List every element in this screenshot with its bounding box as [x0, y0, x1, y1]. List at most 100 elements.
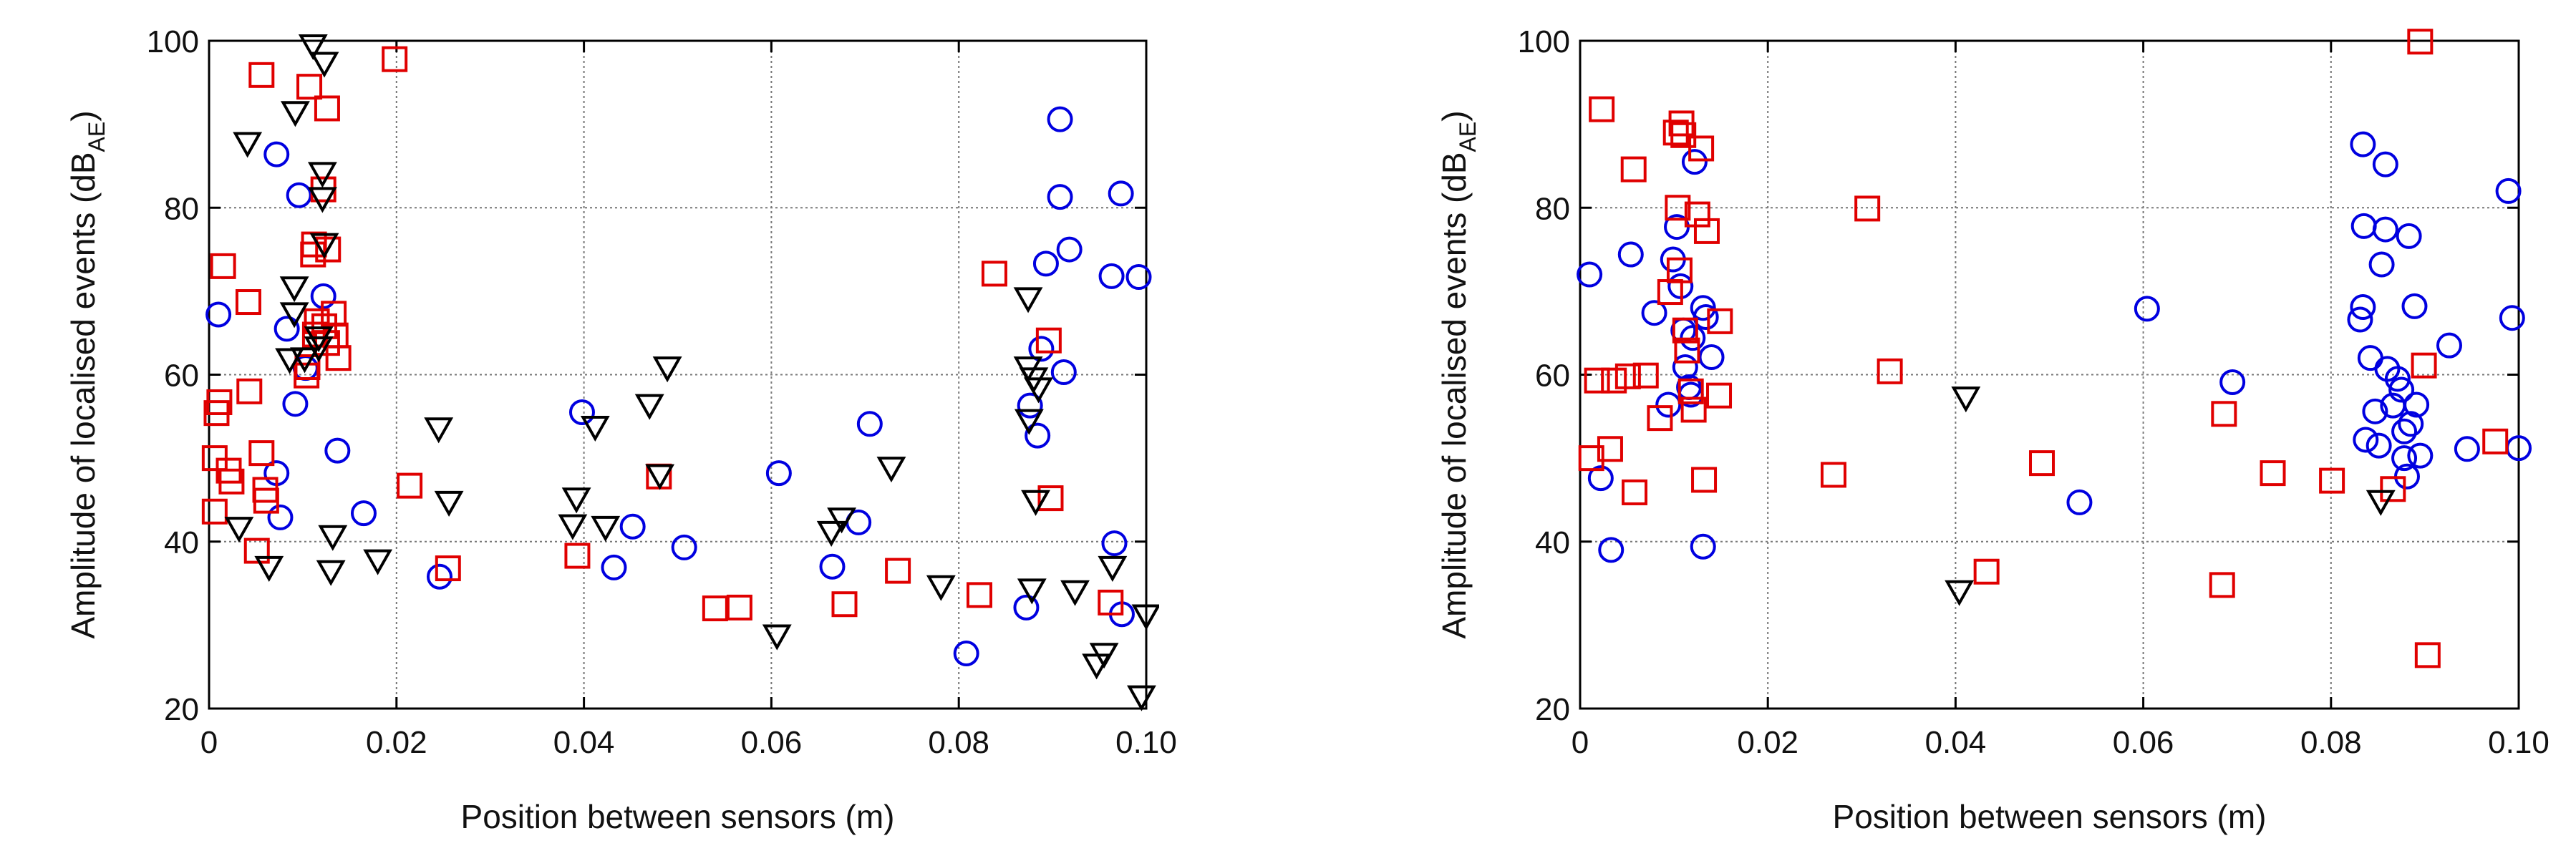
- data-point-square: [1688, 135, 1715, 162]
- data-point-circle: [1641, 300, 1667, 326]
- data-point-circle: [1050, 359, 1077, 386]
- data-point-square: [218, 468, 245, 495]
- y-tick-label: 60: [164, 359, 199, 394]
- data-point-square: [314, 95, 340, 122]
- y-axis-label: Amplitude of localised events (dBAE): [1435, 110, 1481, 638]
- data-point-circle: [671, 534, 697, 560]
- y-axis-label-end: ): [64, 110, 102, 121]
- data-point-circle: [1032, 250, 1059, 277]
- data-point-circle: [1587, 465, 1614, 492]
- data-point-triangle: [645, 464, 675, 490]
- data-point-circle: [953, 641, 979, 667]
- data-point-square: [1693, 218, 1720, 244]
- data-point-square: [2260, 460, 2286, 487]
- data-point-square: [981, 261, 1007, 287]
- data-point-square: [1691, 467, 1718, 493]
- data-point-circle: [2362, 398, 2388, 424]
- data-point-square: [294, 354, 321, 381]
- data-point-triangle: [1017, 578, 1047, 605]
- data-point-circle: [263, 141, 290, 167]
- data-point-square: [831, 591, 858, 618]
- x-axis-label: Position between sensors (m): [1833, 798, 2267, 835]
- data-point-triangle: [254, 555, 284, 582]
- data-point-circle: [2366, 432, 2392, 459]
- data-point-square: [1684, 201, 1710, 228]
- data-point-circle: [2384, 366, 2411, 392]
- data-point-circle: [2219, 369, 2246, 395]
- data-point-triangle: [309, 233, 339, 259]
- data-point-square: [1037, 485, 1064, 512]
- data-point-square: [236, 378, 263, 404]
- data-point-triangle: [275, 348, 305, 374]
- data-point-circle: [2499, 305, 2525, 331]
- data-point-triangle: [1014, 409, 1044, 435]
- data-point-circle: [2372, 151, 2398, 177]
- data-point-triangle: [1945, 580, 1975, 606]
- data-point-triangle: [1024, 377, 1053, 404]
- data-point-square: [2414, 642, 2441, 668]
- data-point-circle: [619, 513, 646, 540]
- data-point-triangle: [309, 52, 339, 78]
- data-point-square: [1707, 308, 1733, 334]
- data-point-circle: [282, 391, 309, 417]
- data-point-square: [2407, 29, 2434, 55]
- data-point-circle: [2454, 436, 2480, 462]
- x-tick-label: 0.04: [553, 725, 615, 760]
- data-point-triangle: [634, 394, 664, 420]
- data-point-triangle: [876, 457, 906, 483]
- data-point-circle: [2350, 294, 2376, 321]
- data-point-square: [1614, 363, 1641, 389]
- data-point-circle: [2368, 251, 2395, 278]
- data-point-circle: [1028, 336, 1055, 362]
- data-point-square: [1620, 156, 1647, 183]
- data-point-triangle: [816, 520, 846, 547]
- data-point-square: [2380, 476, 2406, 502]
- data-point-triangle: [2366, 490, 2396, 516]
- data-point-triangle: [652, 356, 682, 383]
- x-axis-label: Position between sensors (m): [461, 798, 895, 835]
- data-point-triangle: [280, 101, 310, 127]
- y-tick-label: 80: [164, 191, 199, 226]
- x-tick-label: 0.06: [2113, 725, 2174, 760]
- y-tick-label: 100: [147, 24, 199, 59]
- data-point-triangle: [1098, 555, 1128, 582]
- data-point-triangle: [926, 575, 956, 601]
- y-axis-label: Amplitude of localised events (dBAE): [64, 110, 110, 638]
- y-tick-label: 40: [164, 525, 199, 560]
- data-point-square: [1706, 382, 1733, 409]
- data-point-circle: [2403, 391, 2430, 418]
- data-point-circle: [205, 301, 232, 328]
- y-axis-label-main: Amplitude of localised events (dB: [1435, 152, 1473, 638]
- data-point-circle: [2391, 418, 2418, 444]
- data-point-circle: [1693, 304, 1719, 331]
- data-point-square: [1672, 317, 1698, 344]
- data-point-triangle: [1951, 386, 1981, 413]
- data-point-circle: [856, 411, 883, 437]
- y-axis-label-subscript: AE: [1455, 122, 1481, 152]
- y-axis-label-end: ): [1435, 110, 1473, 121]
- data-point-square: [2029, 450, 2056, 477]
- data-point-circle: [2436, 332, 2462, 359]
- data-point-triangle: [290, 347, 319, 374]
- data-point-triangle: [224, 517, 254, 543]
- data-point-circle: [2495, 177, 2522, 204]
- data-point-square: [243, 537, 270, 564]
- data-point-square: [1647, 405, 1673, 432]
- data-point-square: [1662, 120, 1689, 146]
- data-point-square: [382, 46, 408, 72]
- data-point-circle: [1017, 392, 1043, 419]
- data-point-square: [210, 253, 236, 279]
- x-tick-label: 0: [1572, 725, 1589, 760]
- x-tick-label: 0.06: [741, 725, 803, 760]
- data-point-circle: [267, 504, 294, 530]
- data-point-circle: [350, 500, 377, 527]
- y-axis-label-main: Amplitude of localised events (dB: [64, 152, 102, 638]
- data-point-triangle: [580, 415, 610, 442]
- data-point-triangle: [304, 336, 334, 363]
- data-point-square: [1589, 96, 1615, 122]
- data-point-circle: [1013, 594, 1040, 621]
- data-point-square: [2411, 352, 2437, 379]
- data-point-circle: [1098, 263, 1125, 289]
- x-tick-label: 0.02: [1737, 725, 1798, 760]
- data-point-triangle: [561, 487, 591, 514]
